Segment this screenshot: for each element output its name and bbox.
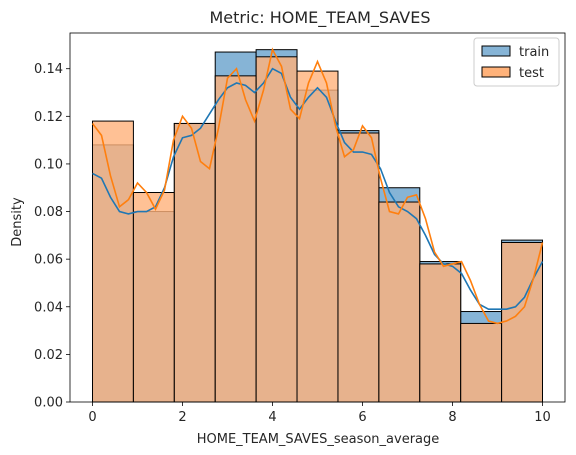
x-tick-label-5: 10 [534, 410, 551, 425]
x-axis-label: HOME_TEAM_SAVES_season_average [197, 432, 440, 447]
y-tick-label-4: 0.08 [34, 205, 63, 220]
bar-test-7 [378, 201, 421, 403]
chart-title: Metric: HOME_TEAM_SAVES [210, 8, 431, 28]
y-tick-label-5: 0.10 [34, 157, 63, 172]
x-tick-label-1: 2 [178, 410, 186, 425]
bar-test-2 [173, 122, 216, 403]
bar-test-5 [296, 70, 339, 403]
legend-label-train: train [519, 45, 549, 60]
legend-swatch-test [481, 66, 511, 78]
y-tick-label-0: 0.00 [34, 396, 63, 411]
legend-label-test: test [519, 66, 544, 81]
bar-test-8 [419, 263, 462, 403]
x-tick-label-2: 4 [268, 410, 276, 425]
bar-test-9 [460, 322, 503, 403]
bar-test-4 [255, 56, 298, 403]
kde-line-test [91, 47, 544, 325]
y-tick-label-1: 0.02 [34, 348, 63, 363]
y-tick-label-7: 0.14 [34, 62, 63, 77]
y-tick-label-3: 0.06 [34, 253, 63, 268]
legend: train test [473, 37, 560, 87]
y-axis-label: Density [10, 197, 25, 247]
legend-swatch-train [481, 45, 511, 57]
axes-frame [69, 32, 566, 403]
y-tick-label-6: 0.12 [34, 110, 63, 125]
bar-test-1 [132, 192, 175, 403]
bar-test-6 [337, 132, 380, 403]
x-tick-label-4: 8 [448, 410, 456, 425]
x-tick-label-3: 6 [358, 410, 366, 425]
bar-test-0 [92, 120, 134, 403]
y-tick-label-2: 0.04 [34, 300, 63, 315]
x-tick-label-0: 0 [88, 410, 96, 425]
bar-test-3 [214, 75, 257, 403]
plot-area: 0 2 4 6 8 10 0.00 0.02 0.04 0.06 0.08 0.10 0.12 0.14 [34, 32, 566, 425]
